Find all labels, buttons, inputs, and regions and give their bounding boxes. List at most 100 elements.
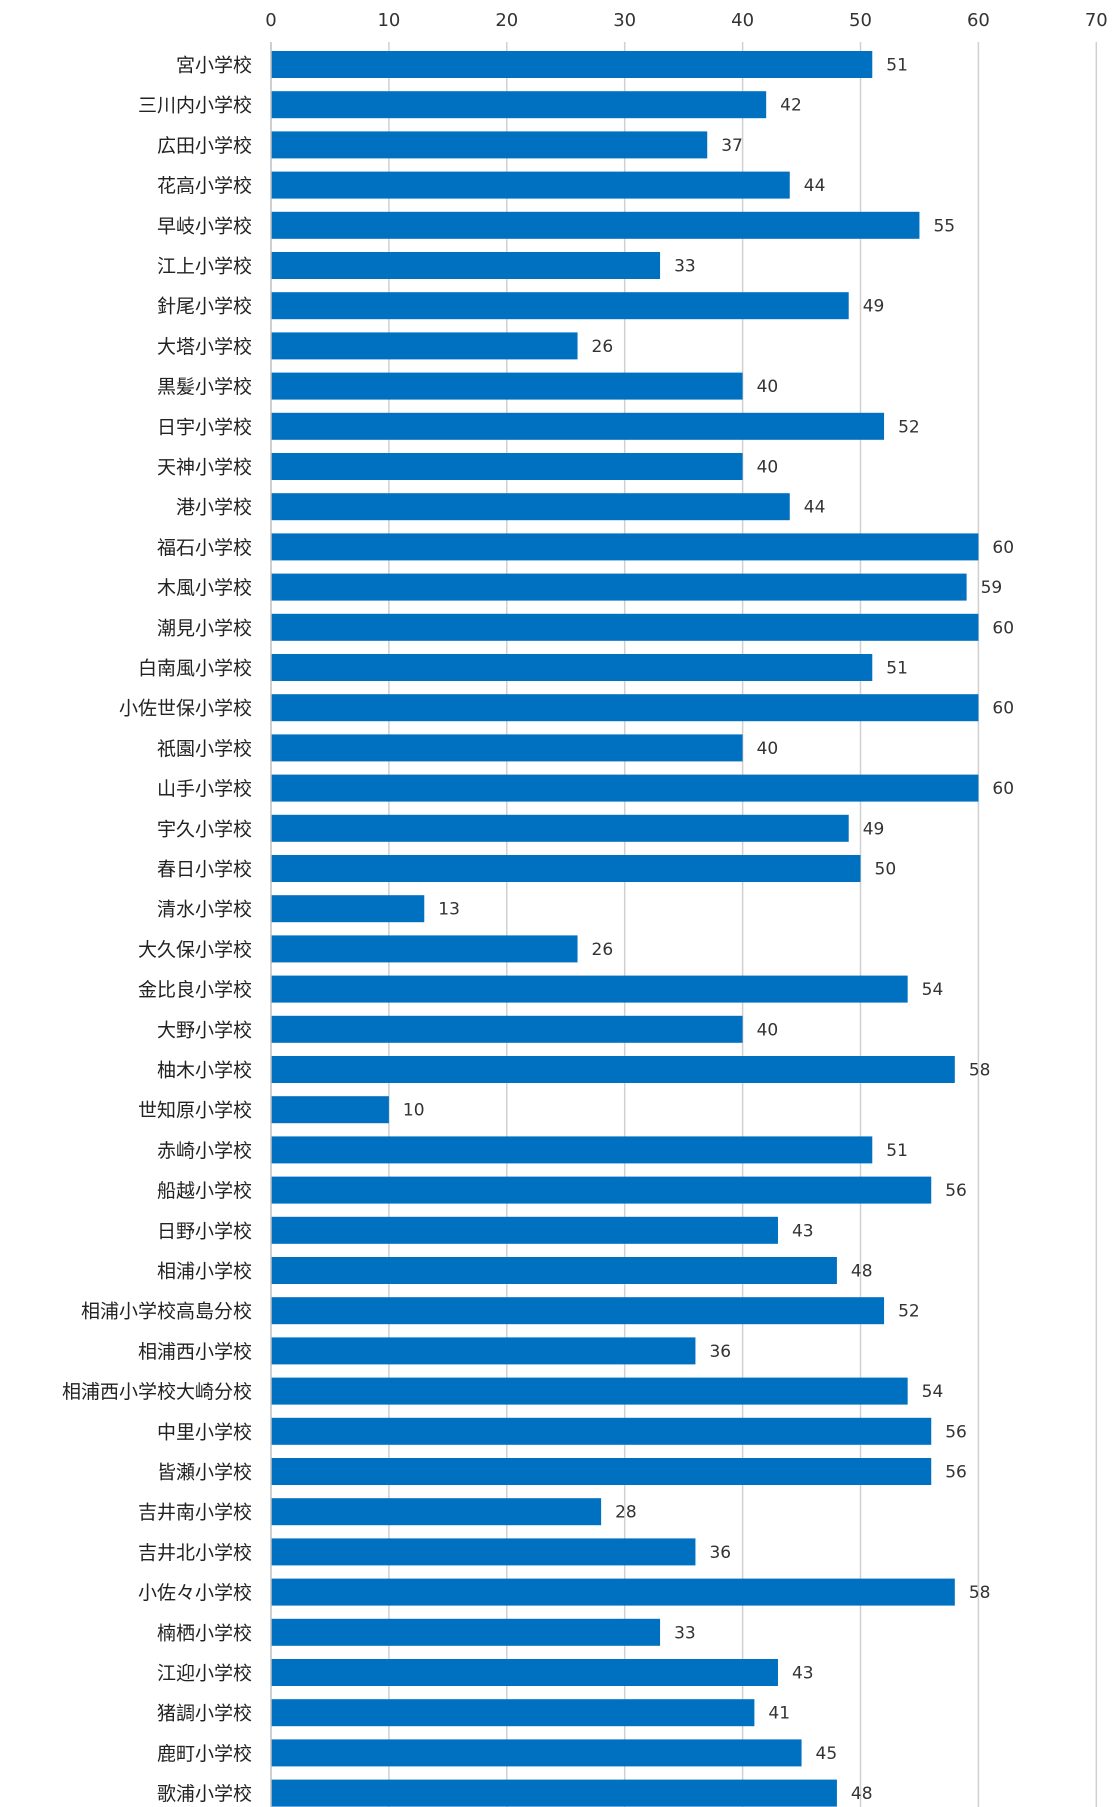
data-label: 49 bbox=[863, 297, 885, 317]
category-label: 日宇小学校 bbox=[157, 416, 252, 438]
data-label: 52 bbox=[898, 1302, 920, 1322]
category-labels: 宮小学校三川内小学校広田小学校花高小学校早岐小学校江上小学校針尾小学校大塔小学校… bbox=[62, 55, 252, 1806]
bar bbox=[271, 1176, 932, 1204]
category-label: 小佐々小学校 bbox=[138, 1582, 252, 1604]
bar bbox=[271, 171, 790, 199]
bar bbox=[271, 573, 967, 601]
bar bbox=[271, 372, 743, 400]
bar bbox=[271, 1538, 696, 1566]
category-label: 春日小学校 bbox=[157, 859, 252, 881]
data-label: 51 bbox=[886, 56, 908, 76]
bar bbox=[271, 1136, 873, 1164]
x-tick-label: 50 bbox=[849, 10, 872, 31]
data-label: 36 bbox=[709, 1543, 731, 1563]
x-tick-label: 20 bbox=[495, 10, 518, 31]
category-label: 小佐世保小学校 bbox=[119, 698, 252, 720]
bar bbox=[271, 1498, 602, 1526]
bar bbox=[271, 51, 873, 78]
x-tick-label: 10 bbox=[377, 10, 400, 31]
bar bbox=[271, 1257, 837, 1284]
data-label: 36 bbox=[709, 1342, 731, 1362]
x-tick-label: 0 bbox=[265, 10, 276, 31]
bar bbox=[271, 211, 920, 239]
bar bbox=[271, 734, 743, 762]
bars bbox=[271, 51, 979, 1807]
category-label: 白南風小学校 bbox=[138, 658, 252, 680]
bar bbox=[271, 493, 790, 521]
bar bbox=[271, 1015, 743, 1043]
bar bbox=[271, 1377, 908, 1405]
category-label: 柚木小学校 bbox=[157, 1060, 252, 1082]
category-label: 江迎小学校 bbox=[157, 1663, 252, 1685]
data-label: 40 bbox=[757, 377, 779, 397]
category-label: 宮小学校 bbox=[176, 55, 252, 77]
category-label: 楠栖小学校 bbox=[157, 1622, 252, 1644]
category-label: 歌浦小学校 bbox=[157, 1783, 252, 1805]
bar bbox=[271, 694, 979, 722]
bar bbox=[271, 332, 578, 360]
bar bbox=[271, 533, 979, 561]
category-label: 山手小学校 bbox=[157, 778, 252, 800]
data-label: 51 bbox=[886, 659, 908, 679]
data-label: 43 bbox=[792, 1664, 814, 1684]
bar bbox=[271, 814, 849, 842]
category-label: 木風小学校 bbox=[157, 577, 252, 599]
data-label: 54 bbox=[922, 980, 944, 1000]
bar bbox=[271, 1659, 778, 1686]
bar bbox=[271, 131, 708, 159]
x-axis-ticks: 0 10 20 30 40 50 60 70 bbox=[265, 10, 1107, 31]
data-label: 33 bbox=[674, 1623, 696, 1643]
data-label: 60 bbox=[992, 538, 1014, 558]
data-label: 49 bbox=[863, 819, 885, 839]
data-label: 60 bbox=[992, 699, 1014, 719]
bar bbox=[271, 412, 885, 440]
category-label: 船越小学校 bbox=[157, 1180, 252, 1202]
bar bbox=[271, 453, 743, 480]
data-labels: 51 42 37 44 55 33 49 26 40 52 40 44 60 59 60 51 60 40 60 49… bbox=[403, 56, 1014, 1805]
data-label: 43 bbox=[792, 1221, 814, 1241]
category-label: 赤崎小学校 bbox=[157, 1140, 252, 1162]
data-label: 50 bbox=[875, 860, 897, 880]
category-label: 江上小学校 bbox=[157, 256, 252, 278]
category-label: 広田小学校 bbox=[157, 135, 252, 157]
data-label: 40 bbox=[757, 739, 779, 759]
data-label: 33 bbox=[674, 257, 696, 277]
data-label: 37 bbox=[721, 136, 743, 156]
x-tick-label: 70 bbox=[1085, 10, 1108, 31]
data-label: 45 bbox=[816, 1744, 838, 1764]
bar bbox=[271, 1699, 755, 1727]
category-label: 相浦西小学校 bbox=[138, 1341, 252, 1363]
category-label: 花高小学校 bbox=[157, 175, 252, 197]
category-label: 吉井南小学校 bbox=[138, 1502, 252, 1524]
bar bbox=[271, 1056, 955, 1083]
bar bbox=[271, 935, 578, 963]
data-label: 56 bbox=[945, 1463, 967, 1483]
bar bbox=[271, 91, 767, 119]
data-label: 26 bbox=[592, 337, 614, 357]
category-label: 金比良小学校 bbox=[138, 979, 252, 1001]
category-label: 猪調小学校 bbox=[157, 1703, 252, 1725]
category-label: 日野小学校 bbox=[157, 1220, 252, 1242]
data-label: 60 bbox=[992, 779, 1014, 799]
category-label: 宇久小学校 bbox=[157, 818, 252, 840]
bar bbox=[271, 1458, 932, 1485]
bar bbox=[271, 1779, 837, 1807]
data-label: 40 bbox=[757, 1020, 779, 1040]
data-label: 41 bbox=[768, 1704, 790, 1724]
data-label: 42 bbox=[780, 96, 802, 116]
category-label: 港小学校 bbox=[176, 497, 252, 519]
category-label: 皆瀬小学校 bbox=[157, 1462, 252, 1484]
data-label: 48 bbox=[851, 1262, 873, 1282]
data-label: 54 bbox=[922, 1382, 944, 1402]
bar bbox=[271, 1739, 802, 1767]
category-label: 三川内小学校 bbox=[138, 95, 252, 117]
data-label: 60 bbox=[992, 618, 1014, 638]
data-label: 10 bbox=[403, 1101, 425, 1121]
data-label: 52 bbox=[898, 417, 920, 437]
bar bbox=[271, 774, 979, 802]
data-label: 56 bbox=[945, 1181, 967, 1201]
category-label: 黒髪小学校 bbox=[157, 376, 252, 398]
category-label: 針尾小学校 bbox=[157, 296, 252, 318]
bar bbox=[271, 1297, 885, 1325]
data-label: 13 bbox=[438, 900, 460, 920]
